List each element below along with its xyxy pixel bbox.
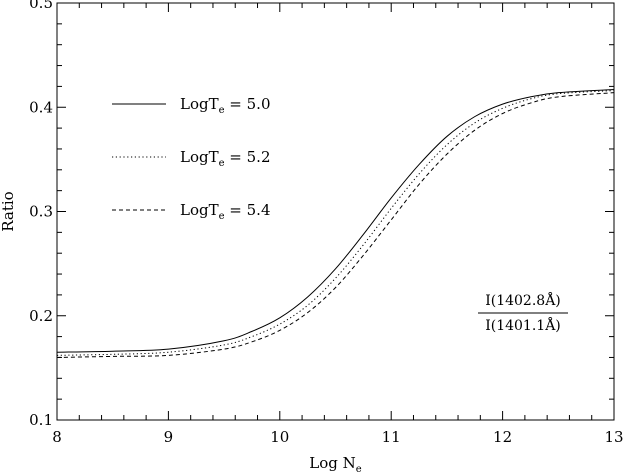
series-group (56, 89, 615, 358)
x-tick-label: 12 (493, 428, 512, 446)
x-tick-label: 8 (52, 428, 62, 446)
plot-frame (56, 2, 615, 421)
y-tick-label: 0.5 (29, 0, 53, 12)
axes: 8 9 10 11 12 13 0.1 0.2 0.3 0.4 0.5 (29, 0, 623, 446)
series-line-1 (56, 89, 615, 353)
y-tick-label: 0.3 (29, 203, 53, 221)
x-tick-label: 13 (604, 428, 623, 446)
legend-label-3: LogTe = 5.4 (180, 201, 271, 222)
annotation-denominator: I(1401.1Å) (485, 316, 561, 334)
legend-label-2: LogTe = 5.2 (180, 148, 271, 169)
y-tick-label: 0.2 (29, 307, 53, 325)
ratio-annotation: I(1402.8Å) I(1401.1Å) (478, 291, 568, 334)
y-axis-label: Ratio (0, 191, 17, 231)
y-tick-label: 0.1 (29, 411, 53, 429)
legend-label-1: LogTe = 5.0 (180, 95, 271, 116)
x-tick-label: 10 (270, 428, 289, 446)
x-tick-label: 11 (382, 428, 401, 446)
x-axis-label: Log Ne (309, 454, 362, 473)
x-tick-label: 9 (164, 428, 174, 446)
annotation-numerator: I(1402.8Å) (485, 291, 561, 309)
series-line-2 (56, 90, 615, 356)
series-line-3 (56, 92, 615, 358)
legend: LogTe = 5.0 LogTe = 5.2 LogTe = 5.4 (112, 95, 271, 222)
y-tick-label: 0.4 (29, 98, 53, 116)
axis-labels: Log Ne Ratio (0, 191, 362, 473)
